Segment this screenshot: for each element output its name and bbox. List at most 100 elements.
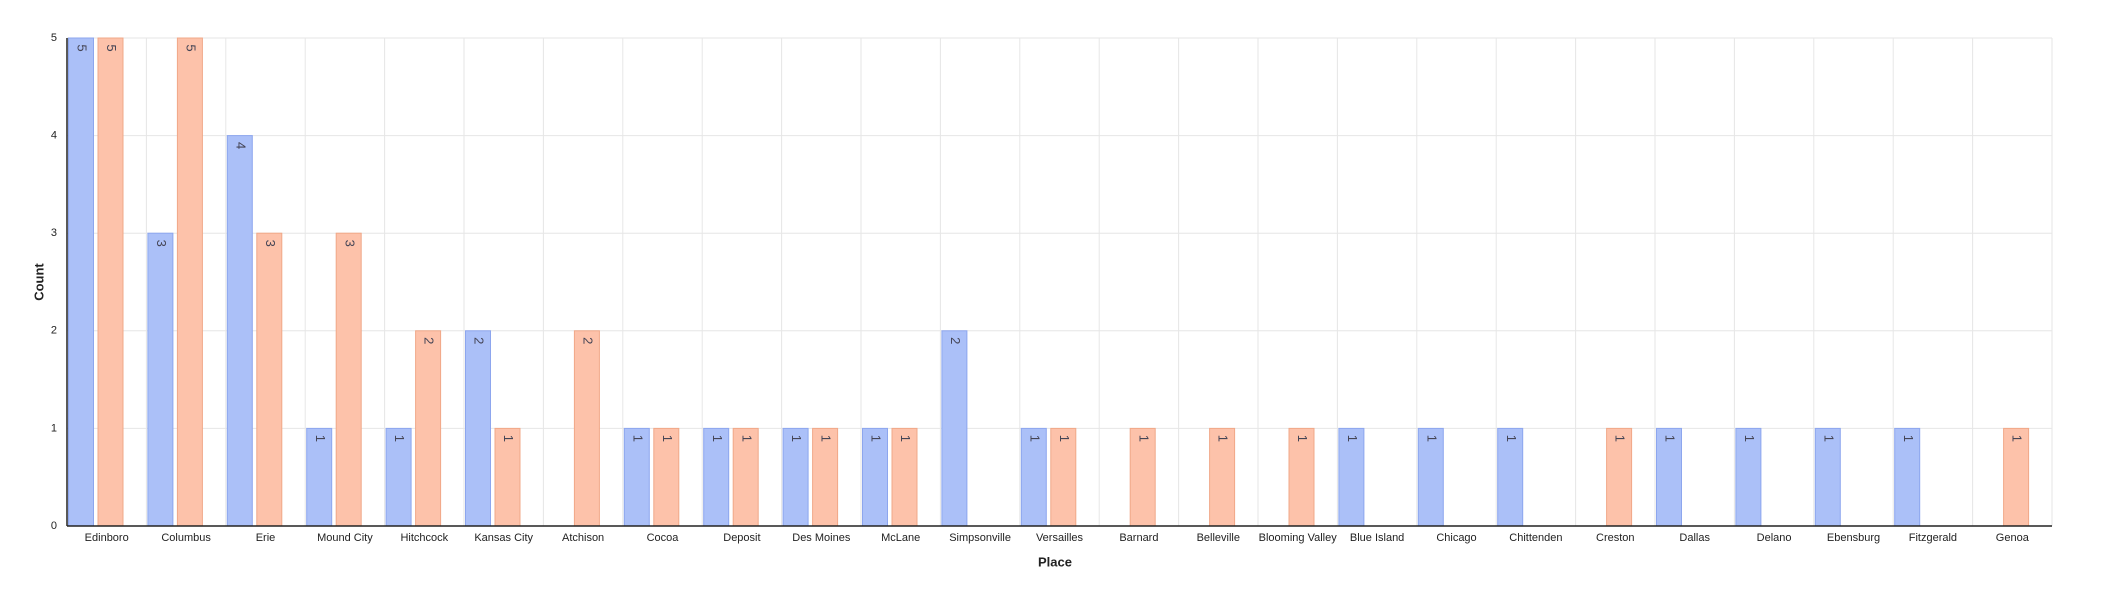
x-tick-label: Blooming Valley [1259, 532, 1338, 544]
bar [1894, 427, 1921, 527]
data-label: 1 [1424, 435, 1439, 442]
bar [812, 427, 839, 527]
x-tick-label: Mound City [317, 532, 373, 544]
bar [653, 427, 680, 527]
x-tick-label: Simpsonville [949, 532, 1011, 544]
y-tick-label: 1 [51, 422, 57, 434]
bar [494, 427, 521, 527]
bar [385, 427, 412, 527]
bar [1020, 427, 1047, 527]
bar [2003, 427, 2030, 527]
data-label: 1 [392, 435, 407, 442]
x-tick-label: Dallas [1679, 532, 1710, 544]
x-axis-title: Place [1038, 554, 1072, 569]
data-label: 1 [869, 435, 884, 442]
data-label: 1 [1216, 435, 1231, 442]
data-label: 2 [580, 337, 595, 344]
bar [1050, 427, 1077, 527]
bar [1288, 427, 1315, 527]
data-label: 2 [948, 337, 963, 344]
x-tick-label: Columbus [161, 532, 211, 544]
bar [1606, 427, 1633, 527]
data-label: 1 [789, 435, 804, 442]
bar [703, 427, 730, 527]
x-tick-label: Belleville [1197, 532, 1240, 544]
data-label: 1 [1136, 435, 1151, 442]
bar [941, 330, 968, 527]
bar [256, 232, 283, 527]
data-label: 1 [1742, 435, 1757, 442]
y-tick-label: 2 [51, 325, 57, 337]
bar [97, 37, 124, 527]
bar [465, 330, 491, 527]
bar [226, 135, 253, 527]
bar [1129, 427, 1156, 527]
data-label: 3 [342, 240, 357, 247]
data-label: 5 [75, 44, 90, 51]
bar [1209, 427, 1236, 527]
x-tick-label: Des Moines [792, 532, 851, 544]
bar [573, 330, 600, 527]
x-tick-label: Atchison [562, 532, 604, 544]
bar [1338, 427, 1365, 527]
data-label: 1 [898, 435, 913, 442]
bar [1735, 427, 1762, 527]
bar [415, 330, 442, 527]
x-tick-label: Hitchcock [400, 532, 448, 544]
data-label: 1 [819, 435, 834, 442]
data-label: 1 [2010, 435, 2025, 442]
bar [862, 427, 888, 527]
data-label: 5 [183, 44, 198, 51]
bar [68, 37, 94, 527]
x-tick-label: Edinboro [85, 532, 129, 544]
y-tick-label: 4 [51, 130, 57, 142]
x-tick-label: Blue Island [1350, 532, 1404, 544]
y-tick-label: 3 [51, 227, 57, 239]
bar [306, 427, 333, 527]
data-label: 5 [104, 44, 119, 51]
data-label: 1 [739, 435, 754, 442]
x-tick-label: Versailles [1036, 532, 1084, 544]
data-label: 1 [1663, 435, 1678, 442]
data-label: 2 [472, 337, 487, 344]
data-label: 2 [422, 337, 437, 344]
data-label: 1 [313, 435, 328, 442]
data-label: 1 [1057, 435, 1072, 442]
x-tick-label: Delano [1757, 532, 1792, 544]
x-tick-label: McLane [881, 532, 920, 544]
data-label: 1 [710, 435, 725, 442]
bar [1656, 427, 1682, 527]
bar [623, 427, 650, 527]
y-tick-label: 5 [51, 32, 57, 44]
data-label: 1 [1504, 435, 1519, 442]
data-label: 1 [660, 435, 675, 442]
data-label: 1 [1901, 435, 1916, 442]
bar [1814, 427, 1841, 527]
data-label: 1 [1821, 435, 1836, 442]
data-label: 1 [1345, 435, 1360, 442]
x-tick-label: Cocoa [647, 532, 680, 544]
bar [176, 37, 203, 527]
x-tick-label: Creston [1596, 532, 1635, 544]
data-label: 3 [154, 240, 169, 247]
x-tick-label: Kansas City [474, 532, 533, 544]
x-tick-label: Barnard [1119, 532, 1158, 544]
data-label: 1 [1295, 435, 1310, 442]
x-tick-label: Ebensburg [1827, 532, 1880, 544]
x-tick-label: Chicago [1436, 532, 1476, 544]
bar [1497, 427, 1524, 527]
bar [891, 427, 918, 527]
bar [1417, 427, 1444, 527]
y-tick-label: 0 [51, 520, 57, 532]
data-label: 3 [263, 240, 278, 247]
bar [335, 232, 362, 527]
data-label: 1 [1613, 435, 1628, 442]
y-axis-title: Count [31, 263, 46, 301]
bar [782, 427, 809, 527]
data-label: 1 [501, 435, 516, 442]
x-tick-label: Genoa [1996, 532, 2030, 544]
bar [732, 427, 759, 527]
x-tick-label: Erie [256, 532, 276, 544]
x-tick-label: Chittenden [1509, 532, 1562, 544]
